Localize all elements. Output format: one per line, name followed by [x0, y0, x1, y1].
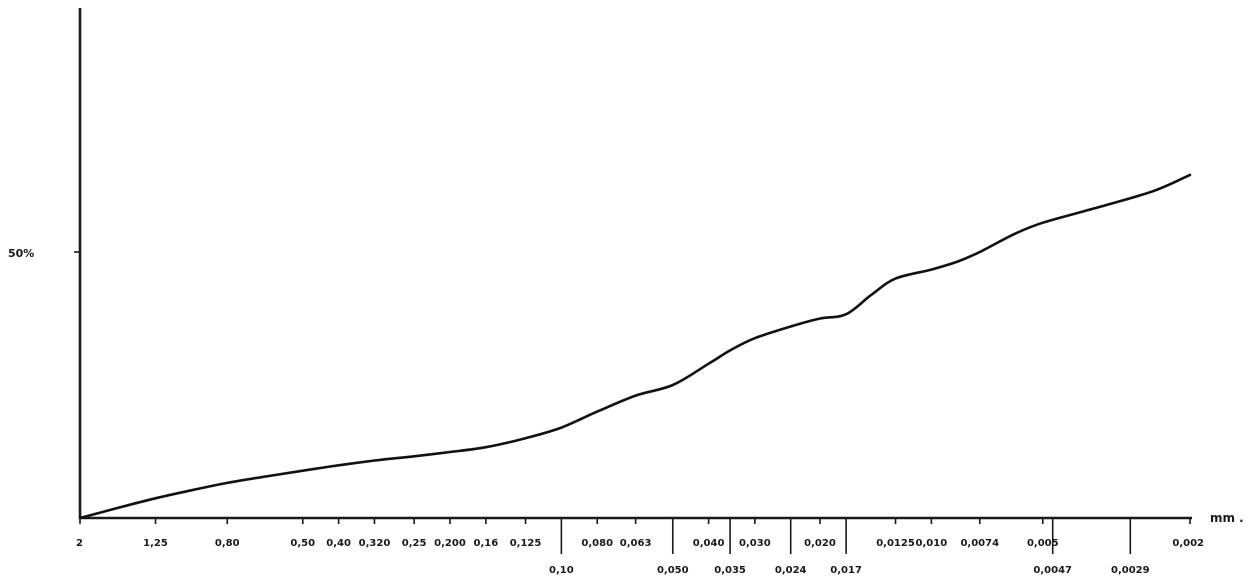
x-tick-label: 0,080 [581, 538, 613, 549]
x-tick-label: 0,0074 [960, 538, 999, 549]
x-tick-label: 0,010 [916, 538, 948, 549]
x-tick-label: 1,25 [143, 538, 168, 549]
x-tick-label: 0,320 [359, 538, 391, 549]
y-tick-label-50: 50% [8, 247, 34, 260]
x-tick-label: 0,40 [326, 538, 351, 549]
x-tick-label-lower: 0,017 [830, 565, 862, 576]
x-tick-label: 2 [76, 538, 83, 549]
x-tick-label: 0,200 [434, 538, 466, 549]
x-tick-label: 0,030 [739, 538, 771, 549]
x-tick-label-lower: 0,0047 [1033, 565, 1072, 576]
x-tick-label: 0,0125 [876, 538, 915, 549]
x-tick-label-lower: 0,050 [657, 565, 689, 576]
x-tick-label-lower: 0,10 [549, 565, 574, 576]
x-tick-label: 0,80 [215, 538, 240, 549]
x-tick-label-lower: 0,024 [775, 565, 807, 576]
x-tick-label: 0,125 [510, 538, 542, 549]
x-tick-label: 0,25 [402, 538, 427, 549]
x-tick-label-lower: 0,035 [714, 565, 746, 576]
x-tick-label: 0,50 [290, 538, 315, 549]
y-axis-ticks: 50% [8, 247, 80, 260]
x-tick-label: 0,16 [474, 538, 499, 549]
x-tick-label: 0,002 [1172, 538, 1204, 549]
x-tick-label: 0,005 [1027, 538, 1059, 549]
x-axis-ticks: 2 1,25 0,80 0,50 0,40 0,320 0,25 0,200 0,16 0,125… [76, 518, 1204, 576]
x-tick-label: 0,063 [620, 538, 652, 549]
x-tick-label: 0,020 [804, 538, 836, 549]
x-tick-label-lower: 0,0029 [1111, 565, 1150, 576]
cumulative-distribution-curve [78, 173, 1192, 520]
x-tick-label: 0,040 [693, 538, 725, 549]
x-axis-unit-label: mm . [1210, 511, 1244, 525]
